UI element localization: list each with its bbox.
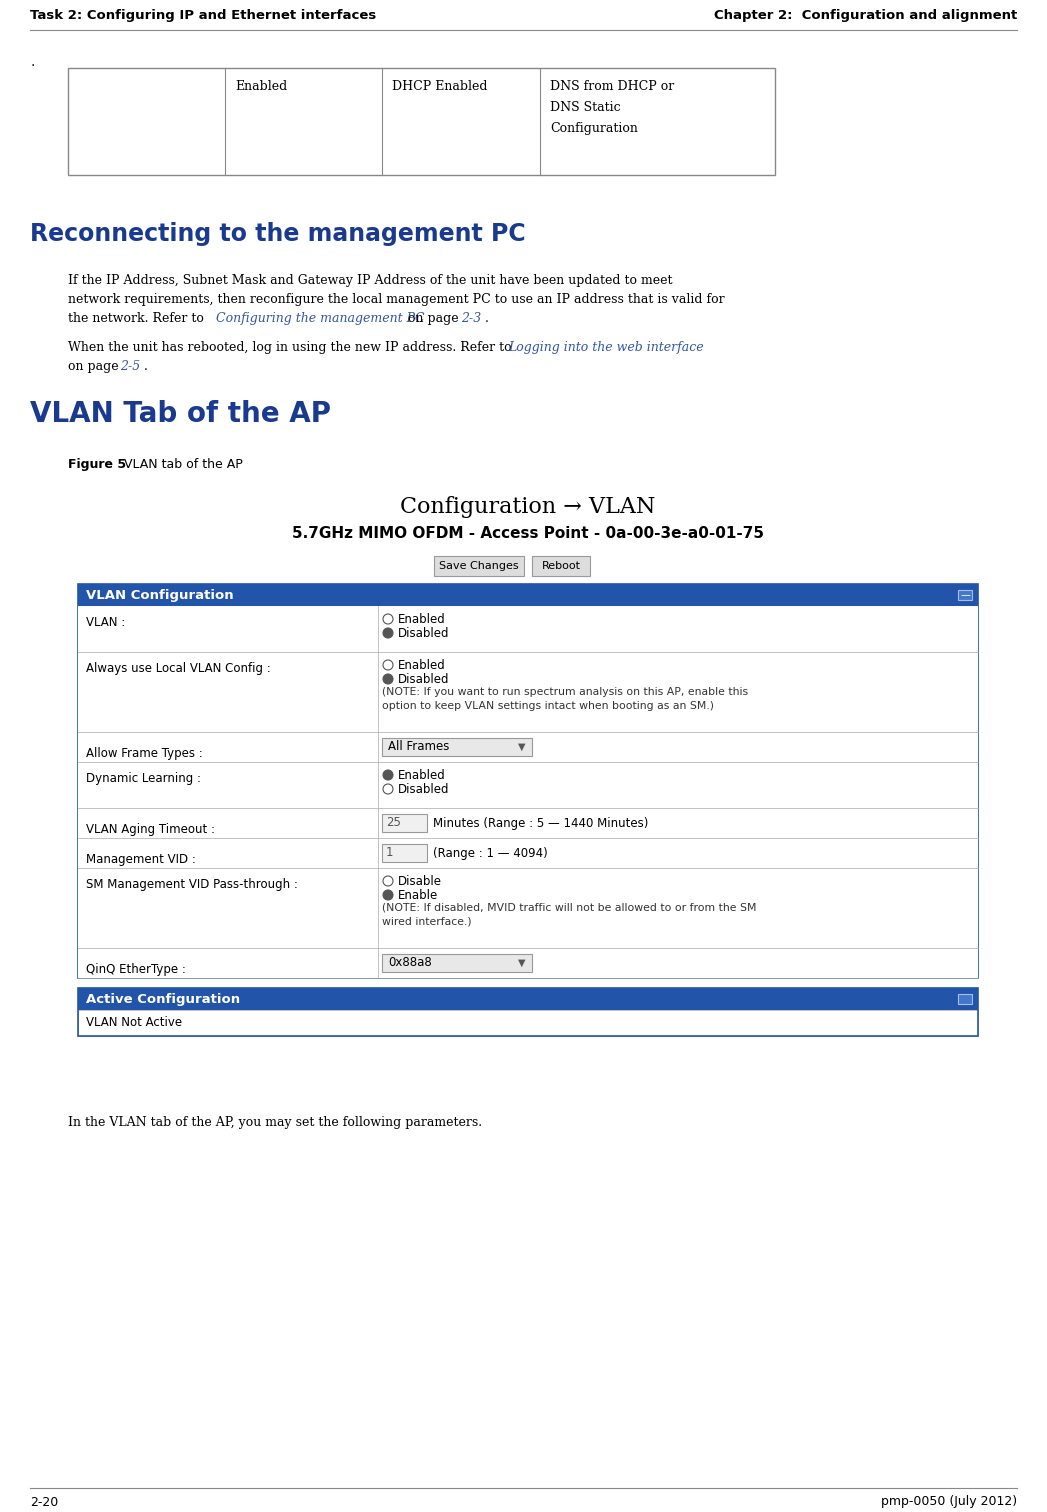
Text: Enable: Enable bbox=[398, 889, 439, 903]
Text: Enabled: Enabled bbox=[235, 80, 287, 94]
Text: the network. Refer to: the network. Refer to bbox=[68, 311, 208, 325]
Text: —: — bbox=[960, 590, 970, 600]
Text: option to keep VLAN settings intact when booting as an SM.): option to keep VLAN settings intact when… bbox=[382, 702, 714, 711]
Bar bbox=[958, 590, 972, 600]
Bar bbox=[68, 68, 775, 175]
Text: Allow Frame Types :: Allow Frame Types : bbox=[86, 747, 203, 761]
Bar bbox=[382, 844, 427, 862]
Text: Disabled: Disabled bbox=[398, 627, 449, 640]
Text: 25: 25 bbox=[386, 816, 401, 830]
Bar bbox=[382, 954, 532, 972]
Bar bbox=[77, 652, 978, 732]
Text: ▼: ▼ bbox=[518, 742, 526, 751]
Text: Enabled: Enabled bbox=[398, 659, 446, 671]
Bar bbox=[77, 868, 978, 948]
Text: VLAN Aging Timeout :: VLAN Aging Timeout : bbox=[86, 823, 215, 836]
Text: 0x88a8: 0x88a8 bbox=[388, 957, 431, 969]
Bar bbox=[77, 807, 978, 838]
Text: Disabled: Disabled bbox=[398, 783, 449, 795]
Bar bbox=[77, 762, 978, 807]
Bar bbox=[77, 584, 978, 978]
Text: 2-20: 2-20 bbox=[30, 1495, 59, 1509]
Circle shape bbox=[383, 627, 393, 638]
Bar bbox=[77, 948, 978, 978]
Text: When the unit has rebooted, log in using the new IP address. Refer to: When the unit has rebooted, log in using… bbox=[68, 342, 515, 354]
Bar bbox=[77, 987, 978, 1036]
Text: wired interface.): wired interface.) bbox=[382, 916, 471, 927]
Bar bbox=[77, 987, 978, 1010]
Bar bbox=[382, 813, 427, 832]
Text: Save Changes: Save Changes bbox=[439, 561, 519, 572]
Bar bbox=[77, 606, 978, 652]
Text: .: . bbox=[30, 54, 35, 70]
Text: Configuration → VLAN: Configuration → VLAN bbox=[400, 496, 655, 519]
Text: 1: 1 bbox=[386, 847, 394, 859]
Text: VLAN Not Active: VLAN Not Active bbox=[86, 1016, 182, 1030]
Text: DHCP Enabled: DHCP Enabled bbox=[392, 80, 488, 94]
Bar bbox=[77, 584, 978, 606]
Circle shape bbox=[383, 891, 393, 900]
Text: Minutes (Range : 5 — 1440 Minutes): Minutes (Range : 5 — 1440 Minutes) bbox=[433, 816, 648, 830]
Text: (Range : 1 — 4094): (Range : 1 — 4094) bbox=[433, 847, 548, 859]
Text: Enabled: Enabled bbox=[398, 770, 446, 782]
Text: If the IP Address, Subnet Mask and Gateway IP Address of the unit have been upda: If the IP Address, Subnet Mask and Gatew… bbox=[68, 274, 672, 287]
Text: Task 2: Configuring IP and Ethernet interfaces: Task 2: Configuring IP and Ethernet inte… bbox=[30, 9, 376, 23]
Bar bbox=[382, 738, 532, 756]
Text: VLAN :: VLAN : bbox=[86, 615, 126, 629]
Bar bbox=[77, 838, 978, 868]
Bar bbox=[77, 1010, 978, 1036]
Text: VLAN Tab of the AP: VLAN Tab of the AP bbox=[30, 401, 331, 428]
Text: Reboot: Reboot bbox=[541, 561, 580, 572]
Text: (NOTE: If disabled, MVID traffic will not be allowed to or from the SM: (NOTE: If disabled, MVID traffic will no… bbox=[382, 903, 757, 913]
Text: In the VLAN tab of the AP, you may set the following parameters.: In the VLAN tab of the AP, you may set t… bbox=[68, 1116, 482, 1129]
Text: Dynamic Learning :: Dynamic Learning : bbox=[86, 773, 201, 785]
Text: Reconnecting to the management PC: Reconnecting to the management PC bbox=[30, 222, 526, 246]
Text: QinQ EtherType :: QinQ EtherType : bbox=[86, 963, 186, 977]
Text: ▼: ▼ bbox=[518, 959, 526, 968]
Text: network requirements, then reconfigure the local management PC to use an IP addr: network requirements, then reconfigure t… bbox=[68, 293, 725, 305]
Text: Figure 5: Figure 5 bbox=[68, 458, 126, 472]
Bar bbox=[532, 556, 591, 576]
Text: 5.7GHz MIMO OFDM - Access Point - 0a-00-3e-a0-01-75: 5.7GHz MIMO OFDM - Access Point - 0a-00-… bbox=[292, 526, 764, 541]
Text: Management VID :: Management VID : bbox=[86, 853, 196, 866]
Text: Enabled: Enabled bbox=[398, 612, 446, 626]
Text: Always use Local VLAN Config :: Always use Local VLAN Config : bbox=[86, 662, 271, 674]
Text: Configuring the management PC: Configuring the management PC bbox=[216, 311, 425, 325]
Text: Disable: Disable bbox=[398, 875, 442, 888]
Text: pmp-0050 (July 2012): pmp-0050 (July 2012) bbox=[881, 1495, 1017, 1509]
Text: DNS from DHCP or
DNS Static
Configuration: DNS from DHCP or DNS Static Configuratio… bbox=[550, 80, 674, 135]
Text: 2-5: 2-5 bbox=[120, 360, 140, 373]
Bar bbox=[958, 993, 972, 1004]
Text: Logging into the web interface: Logging into the web interface bbox=[508, 342, 704, 354]
Text: 2-3: 2-3 bbox=[461, 311, 482, 325]
Text: on page: on page bbox=[404, 311, 463, 325]
Text: SM Management VID Pass-through :: SM Management VID Pass-through : bbox=[86, 878, 298, 891]
Circle shape bbox=[383, 770, 393, 780]
Text: .: . bbox=[144, 360, 148, 373]
Bar bbox=[435, 556, 524, 576]
Bar bbox=[77, 732, 978, 762]
Text: Chapter 2:  Configuration and alignment: Chapter 2: Configuration and alignment bbox=[714, 9, 1017, 23]
Text: Active Configuration: Active Configuration bbox=[86, 992, 240, 1005]
Text: Disabled: Disabled bbox=[398, 673, 449, 686]
Text: (NOTE: If you want to run spectrum analysis on this AP, enable this: (NOTE: If you want to run spectrum analy… bbox=[382, 686, 749, 697]
Text: VLAN Configuration: VLAN Configuration bbox=[86, 588, 233, 602]
Circle shape bbox=[383, 674, 393, 683]
Text: on page: on page bbox=[68, 360, 122, 373]
Text: All Frames: All Frames bbox=[388, 741, 449, 753]
Text: VLAN tab of the AP: VLAN tab of the AP bbox=[116, 458, 243, 472]
Text: .: . bbox=[485, 311, 489, 325]
